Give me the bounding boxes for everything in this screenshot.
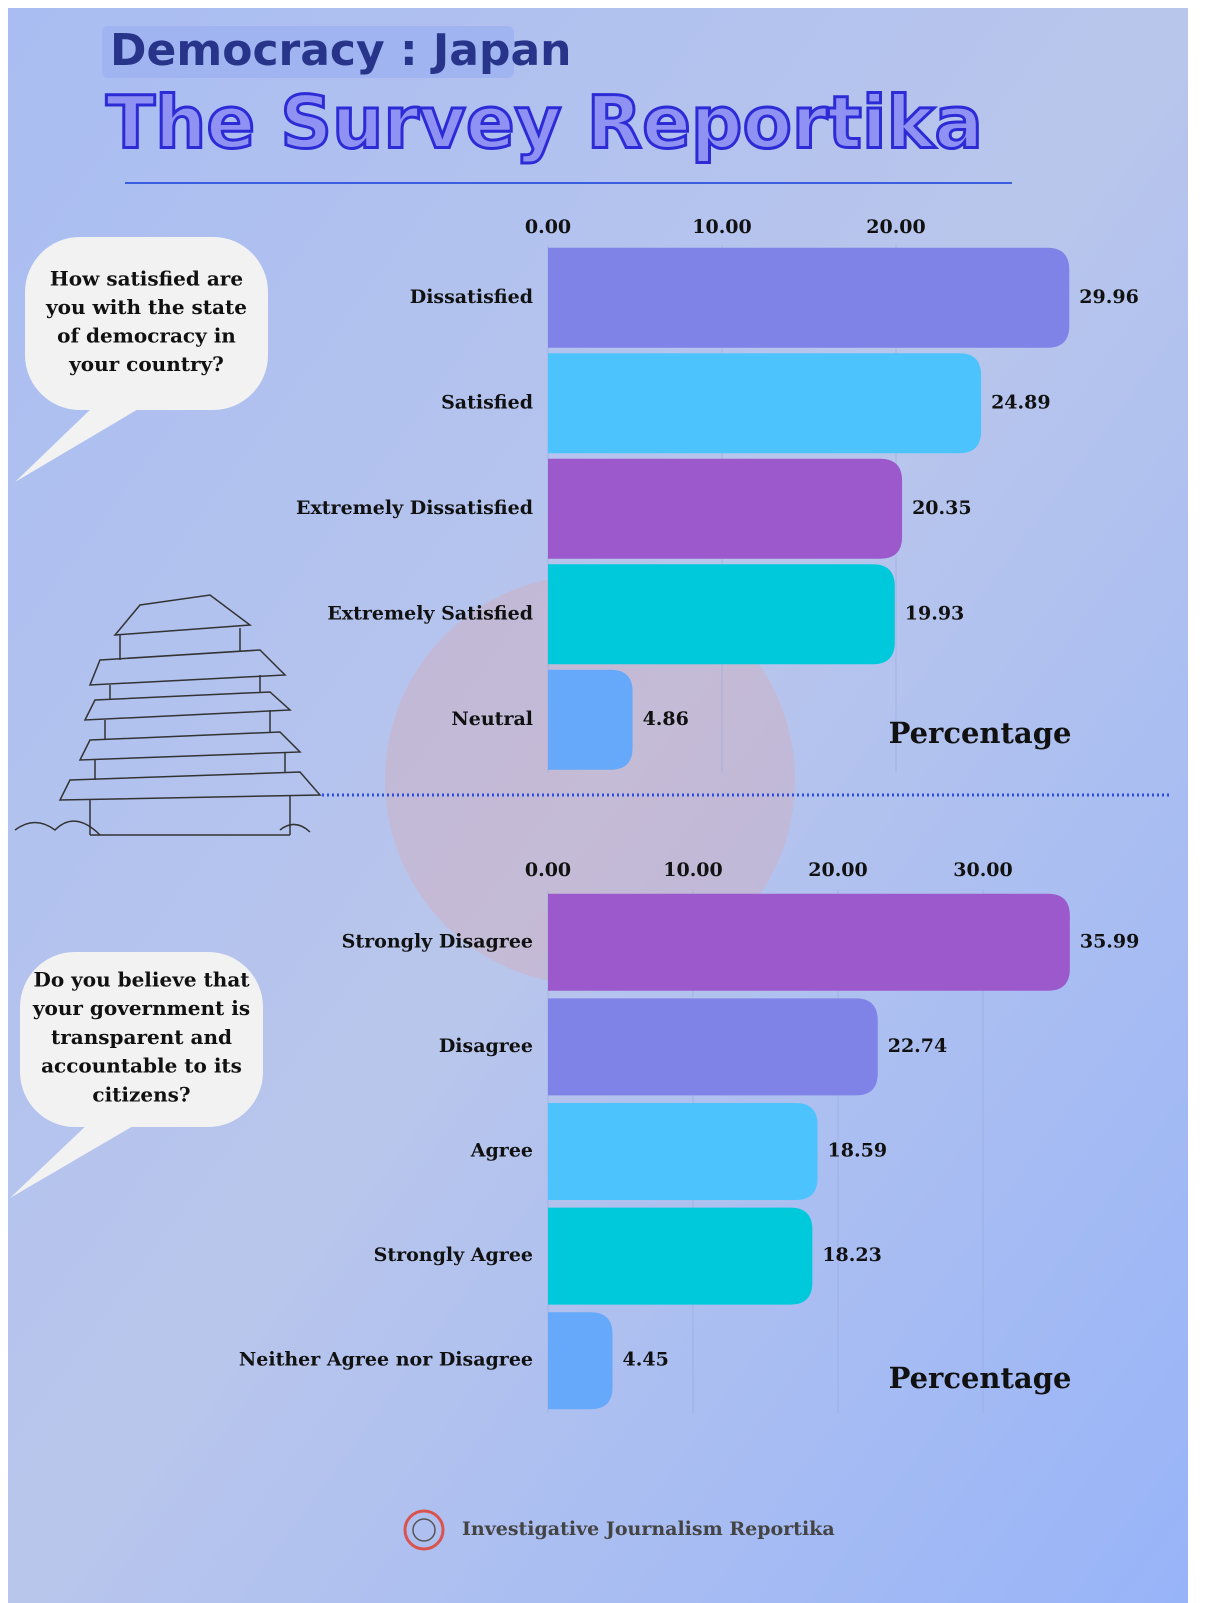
value-label: 35.99 [1080, 930, 1140, 952]
bar [548, 564, 895, 665]
x-axis-label: Percentage [889, 716, 1072, 750]
speech-bubble [20, 952, 263, 1127]
x-axis-label: Percentage [889, 1361, 1072, 1395]
question-text: of democracy in [57, 324, 236, 348]
value-label: 4.45 [623, 1349, 669, 1371]
bar [548, 1103, 818, 1200]
speech-bubble [15, 405, 145, 482]
bar [548, 669, 633, 770]
label-box [102, 26, 514, 78]
x-tick-label: 20.00 [808, 859, 868, 881]
bar [548, 1207, 813, 1305]
question-text: your government is [32, 996, 250, 1020]
category-label: Agree [470, 1140, 533, 1162]
bar [548, 1312, 613, 1410]
category-label: Neutral [451, 708, 533, 730]
x-tick-label: 30.00 [953, 859, 1013, 881]
bar [548, 247, 1070, 348]
value-label: 18.59 [828, 1140, 888, 1162]
category-label: Neither Agree nor Disagree [239, 1349, 533, 1371]
bar [548, 353, 982, 454]
question-text: accountable to its [41, 1054, 242, 1078]
x-tick-label: 10.00 [692, 216, 752, 238]
bar [548, 458, 903, 559]
x-tick-label: 10.00 [663, 859, 723, 881]
pagoda [14, 594, 322, 836]
question-text: transparent and [51, 1025, 232, 1049]
x-tick-label: 0.00 [525, 859, 571, 881]
question-text: How satisfied are [50, 267, 243, 291]
header-label: Democracy : Japan [110, 25, 571, 76]
logo [403, 1509, 445, 1551]
value-label: 22.74 [888, 1035, 948, 1057]
question-text: your country? [68, 352, 224, 376]
category-label: Strongly Agree [374, 1244, 533, 1266]
category-label: Disagree [439, 1035, 533, 1057]
category-label: Satisfied [441, 391, 533, 413]
value-label: 4.86 [643, 708, 689, 730]
question-text: citizens? [92, 1082, 190, 1106]
header-title: The Survey Reportika [106, 81, 983, 165]
category-label: Strongly Disagree [342, 930, 533, 952]
category-label: Extremely Satisfied [327, 602, 533, 624]
x-tick-label: 0.00 [525, 216, 571, 238]
footer-text: Investigative Journalism Reportika [462, 1518, 835, 1540]
decor-circle [385, 575, 795, 985]
value-label: 19.93 [905, 602, 965, 624]
x-tick-label: 20.00 [866, 216, 926, 238]
speech-bubble [10, 1122, 140, 1198]
value-label: 29.96 [1079, 286, 1139, 308]
bar [548, 893, 1070, 991]
value-label: 18.23 [822, 1244, 882, 1266]
speech-bubble [25, 237, 268, 410]
category-label: Extremely Dissatisfied [296, 497, 533, 519]
value-label: 24.89 [991, 391, 1050, 413]
question-text: you with the state [45, 295, 247, 319]
question-text: Do you believe that [33, 968, 250, 992]
bar [548, 998, 878, 1096]
value-label: 20.35 [912, 497, 972, 519]
logo-inner [412, 1518, 436, 1542]
category-label: Dissatisfied [410, 286, 533, 308]
